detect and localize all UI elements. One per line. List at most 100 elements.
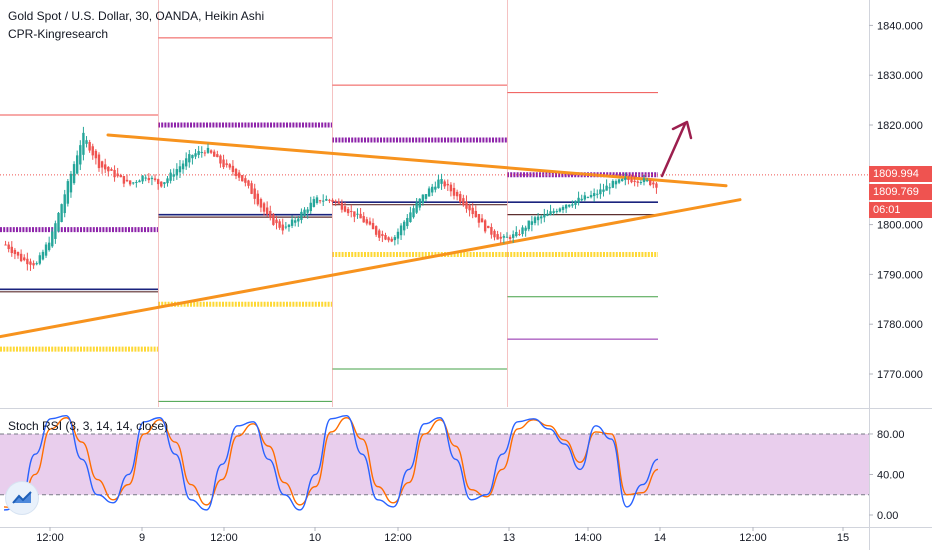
candle-body	[16, 251, 20, 256]
candle-body	[359, 213, 362, 219]
indicator-name: CPR-Kingresearch	[8, 27, 109, 41]
candle-body	[452, 187, 456, 196]
candle-body	[222, 159, 225, 168]
heikin-ashi-candles	[4, 126, 658, 271]
price-tick-label: 1830.000	[877, 70, 923, 82]
candle-body	[552, 211, 555, 214]
candle-body	[455, 191, 459, 197]
candle-body	[655, 183, 658, 188]
candle-body	[483, 220, 487, 232]
tradingview-logo-icon[interactable]	[6, 482, 38, 514]
candle-body	[602, 189, 605, 192]
candle-body	[116, 173, 119, 177]
candle-body	[241, 175, 244, 182]
candle-body	[508, 236, 512, 239]
candle-body	[334, 200, 337, 203]
candle-body	[399, 225, 403, 236]
candle-body	[7, 244, 10, 250]
price-tick-label: 1790.000	[877, 269, 923, 281]
candle-body	[477, 214, 481, 223]
candle-body	[384, 235, 387, 240]
candle-body	[94, 150, 98, 159]
candle-body	[19, 253, 23, 262]
candle-body	[589, 194, 593, 198]
candle-body	[592, 193, 596, 197]
candle-body	[633, 180, 636, 182]
candle-body	[88, 142, 91, 151]
candle-body	[596, 193, 599, 195]
candle-body	[328, 199, 331, 201]
candle-body	[365, 219, 369, 224]
candle-body	[38, 255, 42, 264]
logo-glyph	[12, 491, 32, 504]
candle-body	[303, 209, 306, 216]
candle-body	[13, 249, 17, 255]
time-tick-label: 12:00	[739, 532, 767, 544]
candle-body	[462, 198, 465, 206]
candle-body	[60, 204, 63, 223]
candle-body	[530, 221, 534, 225]
candle-body	[515, 231, 518, 237]
candle-body	[393, 237, 397, 241]
candle-body	[318, 200, 322, 202]
candle-body	[511, 234, 515, 238]
candle-body	[163, 182, 166, 185]
candle-body	[617, 179, 621, 183]
candle-body	[300, 211, 303, 221]
arrow-head	[671, 120, 693, 140]
candle-body	[427, 188, 431, 197]
candle-body	[499, 236, 502, 239]
candle-body	[471, 207, 474, 215]
candle-body	[253, 188, 256, 199]
price-tick-label: 1780.000	[877, 319, 923, 331]
candle-body	[645, 180, 649, 182]
candle-body	[213, 151, 216, 157]
candle-body	[169, 172, 172, 181]
candle-body	[387, 237, 390, 241]
candle-body	[636, 181, 639, 183]
candle-body	[449, 184, 453, 192]
candle-body	[533, 217, 537, 224]
candle-body	[374, 226, 378, 235]
candle-body	[200, 151, 203, 154]
time-tick-label: 10	[309, 532, 321, 544]
candle-body	[306, 209, 309, 213]
stoch-d-line	[3, 417, 659, 510]
candle-body	[23, 257, 26, 261]
candle-body	[331, 199, 334, 202]
candle-body	[325, 199, 328, 201]
candle-body	[543, 214, 546, 218]
candle-body	[128, 180, 132, 185]
candle-body	[315, 197, 319, 204]
candle-body	[110, 169, 113, 171]
candle-body	[309, 202, 312, 212]
candle-body	[26, 258, 29, 265]
candle-body	[206, 147, 210, 153]
candle-body	[4, 244, 7, 246]
candle-body	[284, 226, 288, 228]
candle-body	[555, 211, 558, 213]
time-tick-label: 12:00	[210, 532, 238, 544]
candle-body	[82, 132, 85, 155]
candle-body	[558, 208, 562, 212]
candle-body	[32, 263, 35, 266]
candle-body	[51, 231, 54, 247]
candle-body	[160, 181, 163, 187]
candle-body	[262, 203, 266, 212]
candle-body	[580, 198, 583, 201]
candle-body	[608, 187, 611, 189]
candle-body	[605, 185, 608, 191]
candle-body	[614, 181, 618, 185]
cpr-levels	[0, 0, 658, 407]
candle-body	[256, 193, 260, 205]
candle-body	[231, 165, 235, 173]
candle-body	[75, 155, 79, 174]
candle-body	[104, 164, 107, 170]
candle-body	[518, 234, 521, 236]
time-tick-label: 12:00	[384, 532, 412, 544]
price-axis: 1770.0001780.0001790.0001800.0001810.000…	[869, 20, 923, 381]
candle-body	[184, 158, 188, 167]
last-price-tag: 1809.994	[869, 166, 932, 182]
